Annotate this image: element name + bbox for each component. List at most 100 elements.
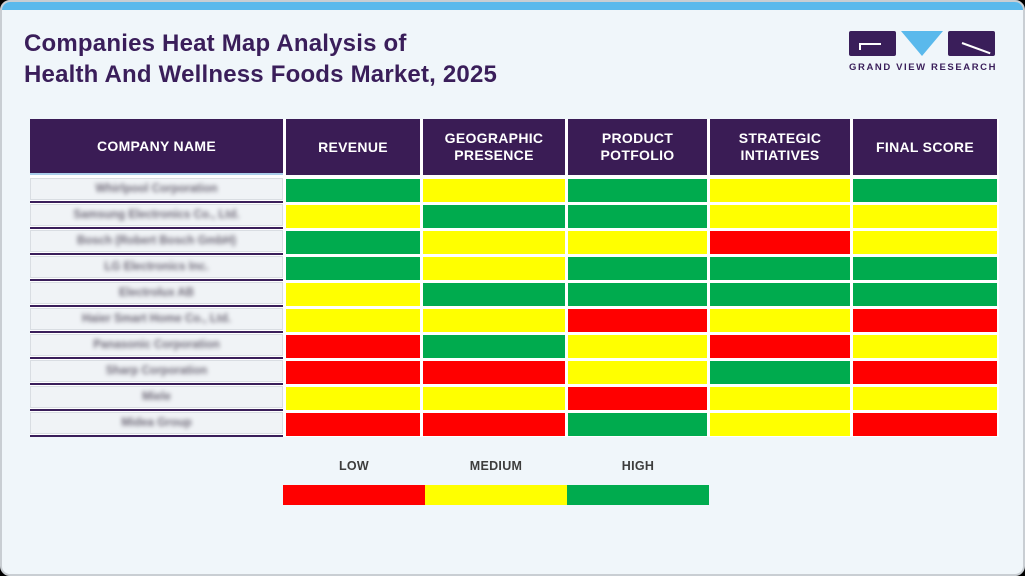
heatmap-cell-high <box>853 255 997 281</box>
heatmap-cell-color <box>853 204 997 228</box>
heatmap-cell-medium <box>286 203 420 229</box>
heatmap-cell-color <box>853 230 997 254</box>
heatmap-cell-color <box>286 178 420 202</box>
heatmap-cell-color <box>568 178 707 202</box>
company-name-box: Bosch (Robert Bosch GmbH) <box>30 230 283 252</box>
heatmap-cell-medium <box>568 333 707 359</box>
heatmap-cell-medium <box>710 385 850 411</box>
page-title-line1: Companies Heat Map Analysis of <box>24 30 407 57</box>
heatmap-cell-color <box>423 256 565 280</box>
heatmap-cell-color <box>568 230 707 254</box>
company-name-text: Bosch (Robert Bosch GmbH) <box>76 235 237 247</box>
company-name-cell: Miele <box>30 385 283 411</box>
top-accent-bar <box>2 2 1023 10</box>
heatmap-cell-color <box>710 256 850 280</box>
heatmap-cell-color <box>423 386 565 410</box>
heatmap-cell-color <box>568 334 707 358</box>
logo-r-block <box>948 30 995 56</box>
heatmap-body: Whirlpool Corporation Samsung Electronics… <box>30 177 999 437</box>
heatmap-cell-low <box>853 307 997 333</box>
company-name-text: Sharp Corporation <box>105 365 208 377</box>
heatmap-cell-color <box>423 360 565 384</box>
legend-label-high: HIGH <box>621 459 655 473</box>
heatmap-cell-low <box>568 307 707 333</box>
heatmap-cell-medium <box>853 333 997 359</box>
heatmap-cell-high <box>710 255 850 281</box>
logo-wordmark: GRAND VIEW RESEARCH <box>849 62 998 73</box>
company-name-text: Miele <box>142 391 171 403</box>
company-name-box: Midea Group <box>30 412 283 434</box>
heatmap-cell-color <box>853 178 997 202</box>
heatmap-cell-color <box>423 204 565 228</box>
heatmap-legend: LOW MEDIUM HIGH <box>283 459 709 505</box>
company-name-text: Haier Smart Home Co., Ltd. <box>82 313 231 325</box>
heatmap-cell-color <box>423 230 565 254</box>
heatmap-cell-high <box>568 203 707 229</box>
heatmap-cell-medium <box>853 229 997 255</box>
heatmap-cell-color <box>710 386 850 410</box>
company-name-box: Panasonic Corporation <box>30 334 283 356</box>
heatmap-cell-color <box>423 308 565 332</box>
heatmap-cell-low <box>286 359 420 385</box>
column-header-strategic-intiatives: STRATEGIC INTIATIVES <box>710 119 850 175</box>
heatmap-cell-high <box>853 177 997 203</box>
company-name-cell: LG Electronics Inc. <box>30 255 283 281</box>
heatmap-cell-low <box>710 333 850 359</box>
heatmap-table: COMPANY NAME REVENUE GEOGRAPHIC PRESENCE PR… <box>30 119 999 437</box>
heatmap-cell-color <box>710 308 850 332</box>
heatmap-cell-color <box>853 256 997 280</box>
heatmap-cell-color <box>286 204 420 228</box>
heatmap-cell-low <box>710 229 850 255</box>
heatmap-cell-medium <box>710 177 850 203</box>
company-name-box: Electrolux AB <box>30 282 283 304</box>
heatmap-cell-color <box>853 386 997 410</box>
company-name-text: Panasonic Corporation <box>93 339 220 351</box>
heatmap-cell-high <box>710 359 850 385</box>
company-name-box: Haier Smart Home Co., Ltd. <box>30 308 283 330</box>
heatmap-cell-medium <box>286 385 420 411</box>
company-name-box: Miele <box>30 386 283 408</box>
heatmap-cell-color <box>710 178 850 202</box>
heatmap-cell-medium <box>423 385 565 411</box>
company-name-text: Whirlpool Corporation <box>95 183 218 195</box>
column-header-geographic-presence: GEOGRAPHIC PRESENCE <box>423 119 565 175</box>
heatmap-cell-color <box>710 230 850 254</box>
heatmap-cell-high <box>286 255 420 281</box>
heatmap-cell-medium <box>286 281 420 307</box>
column-header-final-score: FINAL SCORE <box>853 119 997 175</box>
logo-g-detail <box>859 42 881 45</box>
legend-swatch-high <box>567 485 709 505</box>
legend-labels: LOW MEDIUM HIGH <box>283 459 709 473</box>
heatmap-cell-color <box>568 386 707 410</box>
heatmap-cell-medium <box>286 307 420 333</box>
gvr-logo-mark <box>849 30 995 56</box>
heatmap-cell-color <box>710 204 850 228</box>
heatmap-cell-high <box>423 333 565 359</box>
heatmap-cell-color <box>710 282 850 306</box>
heatmap-cell-color <box>568 282 707 306</box>
company-name-cell: Electrolux AB <box>30 281 283 307</box>
column-header-company-name: COMPANY NAME <box>30 119 283 175</box>
legend-swatch-low <box>283 485 425 505</box>
heatmap-cell-medium <box>710 411 850 437</box>
heatmap-cell-color <box>853 282 997 306</box>
heatmap-cell-low <box>853 411 997 437</box>
heatmap-cell-color <box>423 282 565 306</box>
heatmap-cell-color <box>710 412 850 436</box>
heatmap-cell-high <box>568 177 707 203</box>
heatmap-cell-high <box>423 203 565 229</box>
page-title: Companies Heat Map Analysis of Health An… <box>24 28 497 90</box>
company-name-cell: Bosch (Robert Bosch GmbH) <box>30 229 283 255</box>
heatmap-cell-color <box>568 308 707 332</box>
heatmap-cell-medium <box>710 307 850 333</box>
heatmap-cell-color <box>853 308 997 332</box>
company-name-cell: Samsung Electronics Co., Ltd. <box>30 203 283 229</box>
company-name-cell: Midea Group <box>30 411 283 437</box>
heatmap-cell-low <box>423 359 565 385</box>
company-name-cell: Panasonic Corporation <box>30 333 283 359</box>
grand-view-research-logo: GRAND VIEW RESEARCH <box>849 30 998 73</box>
heatmap-cell-color <box>286 360 420 384</box>
heatmap-cell-high <box>568 255 707 281</box>
logo-v-triangle-icon <box>901 30 943 56</box>
